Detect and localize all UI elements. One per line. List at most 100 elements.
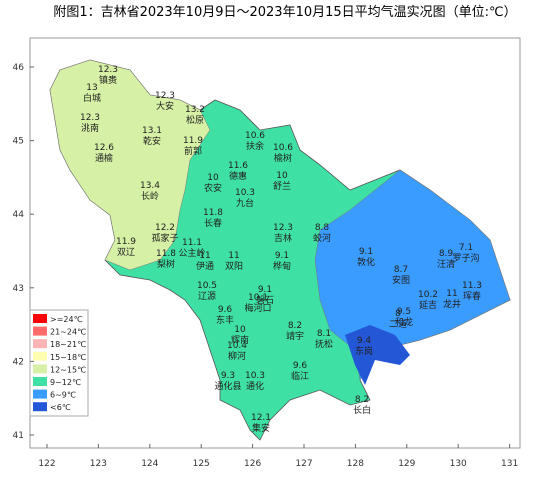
station-name: 榆树 <box>274 152 292 164</box>
legend-swatch <box>33 402 47 412</box>
station-name: 长岭 <box>141 190 159 202</box>
station-name: 辉南 <box>231 334 249 346</box>
legend-swatch <box>33 377 47 386</box>
title: 附图1：吉林省2023年10月9日～2023年10月15日平均气温实况图（单位:… <box>53 4 516 20</box>
station-name: 梨树 <box>157 258 175 270</box>
zone-lt6 <box>345 325 410 385</box>
station-value: 10 <box>207 173 219 183</box>
station-value: 8.1 <box>317 329 331 339</box>
station-name: 前郭 <box>184 145 202 157</box>
x-tick-label: 129 <box>398 459 415 469</box>
station-name: 龙井 <box>443 298 461 310</box>
station-name: 磐石 <box>256 294 274 306</box>
station-value: 13.4 <box>140 181 160 191</box>
y-tick-label: 45 <box>13 137 24 147</box>
station-value: 12.6 <box>94 143 114 153</box>
legend-swatch <box>33 314 47 323</box>
station-name: 和龙 <box>395 316 413 328</box>
station-value: 12.3 <box>273 223 293 233</box>
station-name: 珲春 <box>463 290 481 302</box>
station-value: 11 <box>446 289 457 299</box>
x-tick-label: 123 <box>90 459 107 469</box>
x-tick-label: 124 <box>141 459 158 469</box>
station-value: 13.1 <box>142 126 162 136</box>
legend-label: 21~24℃ <box>50 328 86 337</box>
station-value: 8.9 <box>439 249 454 259</box>
y-tick-label: 43 <box>13 284 24 294</box>
y-tick-label: 41 <box>13 431 24 441</box>
station-value: 9.6 <box>293 361 308 371</box>
station-name: 大安 <box>156 100 174 112</box>
station-value: 10 <box>234 325 246 335</box>
station-name: 吉林 <box>274 232 292 244</box>
station-value: 8.8 <box>315 223 330 233</box>
station-name: 蛟河 <box>313 232 331 244</box>
station-name: 舒兰 <box>273 180 291 192</box>
station-name: 伊通 <box>196 260 214 272</box>
station-name: 松原 <box>186 114 204 126</box>
station-value: 9.4 <box>357 336 372 346</box>
station-value: 11 <box>199 251 210 261</box>
legend-label: 15~18℃ <box>50 353 86 362</box>
x-tick-label: 122 <box>38 459 55 469</box>
station-value: 11.6 <box>228 161 248 171</box>
x-tick-label: 130 <box>450 459 467 469</box>
station-value: 9.1 <box>275 251 289 261</box>
station-name: 通榆 <box>95 152 113 164</box>
x-tick-label: 131 <box>501 459 518 469</box>
station-name: 集安 <box>252 422 270 434</box>
y-tick-label: 42 <box>13 357 24 367</box>
station-name: 九台 <box>236 197 254 209</box>
station-value: 12.1 <box>251 413 271 423</box>
station-value: 10.6 <box>245 131 265 141</box>
station-name: 二道 <box>389 318 407 330</box>
station-value: 12.3 <box>80 113 100 123</box>
station-name: 孤家子 <box>151 232 178 244</box>
station-name: 罗子沟 <box>452 252 479 264</box>
legend-label: >=24℃ <box>50 315 83 324</box>
station-value: 9.1 <box>359 247 373 257</box>
x-tick-label: 125 <box>193 459 210 469</box>
station-name: 辽源 <box>198 291 216 302</box>
station-value: 12.3 <box>98 65 118 75</box>
station-value: 11.3 <box>462 281 482 291</box>
station-name: 白城 <box>83 92 101 104</box>
legend-swatch <box>33 339 47 349</box>
station-value: 8.2 <box>355 395 369 405</box>
zone-12-15 <box>49 59 211 271</box>
station-name: 安图 <box>392 274 410 286</box>
station-value: 10.4 <box>227 341 247 351</box>
station-value: 9.5 <box>397 307 411 317</box>
station-value: 10.1 <box>248 293 268 303</box>
legend-label: <6℃ <box>50 403 71 412</box>
station-name: 柳河 <box>228 350 246 362</box>
station-name: 东岗 <box>355 345 373 357</box>
legend: >=24℃ 21~24℃ 18~21℃ 15~18℃ 12~15℃ 9~12℃ 6~9℃ <6… <box>29 309 89 417</box>
station-name: 长春 <box>204 217 222 229</box>
station-name: 农安 <box>204 182 222 194</box>
station-value: 9.3 <box>221 371 235 381</box>
legend-label: 18~21℃ <box>50 340 86 349</box>
station-value: 13.2 <box>185 105 205 115</box>
station-name: 德惠 <box>229 170 247 182</box>
station-name: 敦化 <box>357 256 375 268</box>
station-name: 镇赉 <box>99 74 117 86</box>
legend-swatch <box>33 389 47 399</box>
station-value: 11.9 <box>116 237 136 247</box>
station-value: 11.9 <box>183 136 203 146</box>
station-value: 12.3 <box>155 91 175 101</box>
x-tick-label: 126 <box>244 459 261 469</box>
station-value: 13 <box>86 83 97 93</box>
station-name: 公主岭 <box>178 247 205 259</box>
legend-label: 9~12℃ <box>50 378 81 387</box>
station-value: 10.3 <box>235 188 255 198</box>
station-name: 长白 <box>353 404 371 416</box>
station-value: 8 <box>395 309 401 319</box>
station-name: 东丰 <box>216 314 234 326</box>
station-name: 扶余 <box>246 140 264 152</box>
station-name: 洮南 <box>81 122 99 134</box>
x-tick-label: 127 <box>295 459 312 469</box>
y-tick-label: 44 <box>13 210 25 220</box>
station-name: 汪清 <box>437 258 455 270</box>
